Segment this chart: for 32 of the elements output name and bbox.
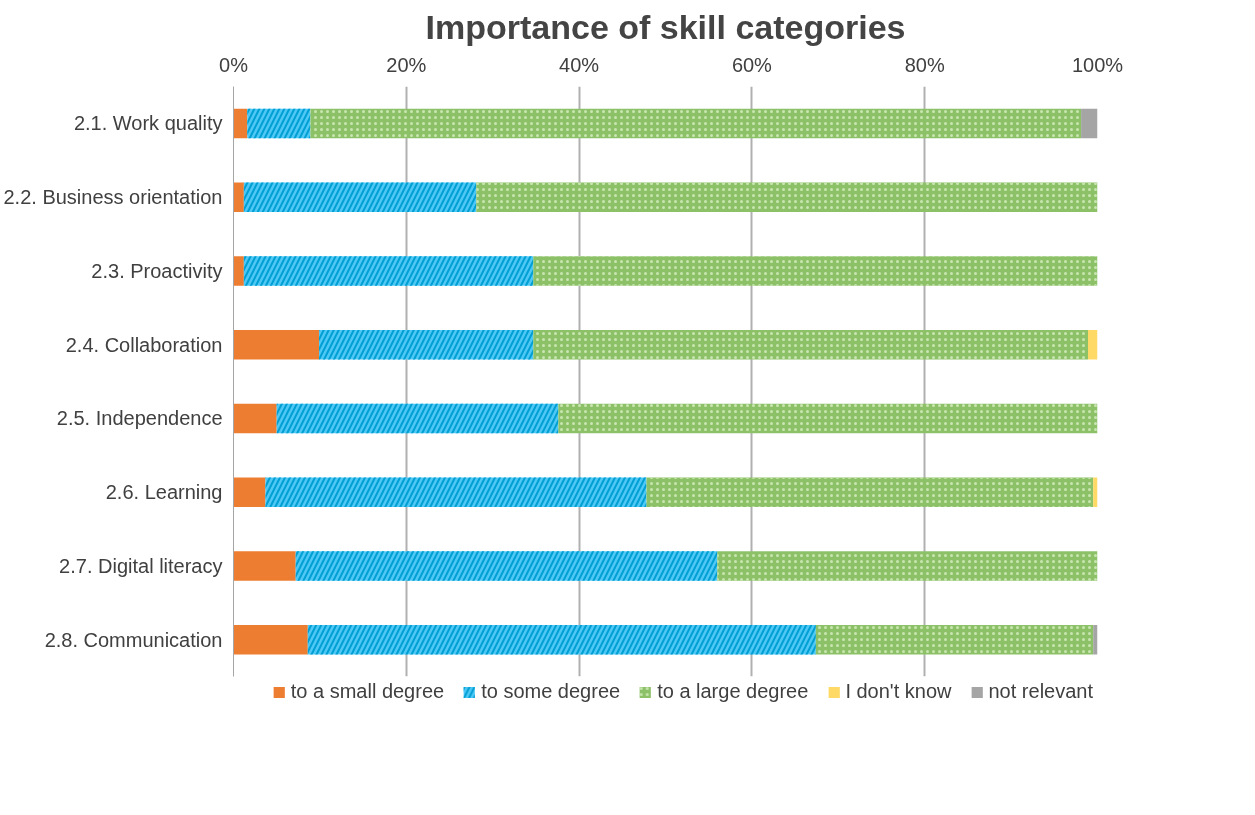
y-tick-label: 2.7. Digital literacy — [59, 554, 223, 577]
bar — [1093, 624, 1098, 655]
legend-label: I don't know — [845, 680, 952, 703]
bar — [233, 329, 320, 360]
bar — [1088, 329, 1098, 360]
bar — [1081, 108, 1098, 139]
legend-label: to a small degree — [290, 680, 445, 703]
x-tick-label: 80% — [904, 53, 945, 76]
bar — [233, 624, 308, 655]
y-tick-label: 2.2. Business orientation — [3, 186, 223, 209]
bar — [233, 403, 277, 434]
bar — [1093, 477, 1098, 507]
y-tick-label: 2.4. Collaboration — [65, 333, 223, 356]
legend-label: to some degree — [481, 680, 621, 703]
y-tick-label: 2.8. Communication — [44, 628, 223, 651]
bar — [233, 256, 244, 286]
bar — [233, 551, 296, 581]
legend-label: not relevant — [988, 680, 1093, 703]
legend-label: to a large degree — [657, 680, 809, 703]
bar — [233, 477, 266, 507]
y-tick-label: 2.1. Work quality — [73, 112, 223, 135]
bar — [233, 108, 248, 139]
x-tick-label: 100% — [1071, 53, 1124, 76]
y-tick-label: 2.3. Proactivity — [91, 259, 223, 282]
y-tick-label: 2.5. Independence — [56, 407, 223, 430]
x-tick-label: 60% — [731, 53, 773, 76]
x-tick-label: 0% — [219, 53, 249, 76]
y-tick-label: 2.6. Learning — [105, 481, 223, 504]
bar — [233, 182, 244, 212]
x-tick-label: 40% — [559, 53, 600, 76]
chart-title: Importance of skill categories — [425, 7, 906, 46]
x-tick-label: 20% — [386, 53, 427, 76]
